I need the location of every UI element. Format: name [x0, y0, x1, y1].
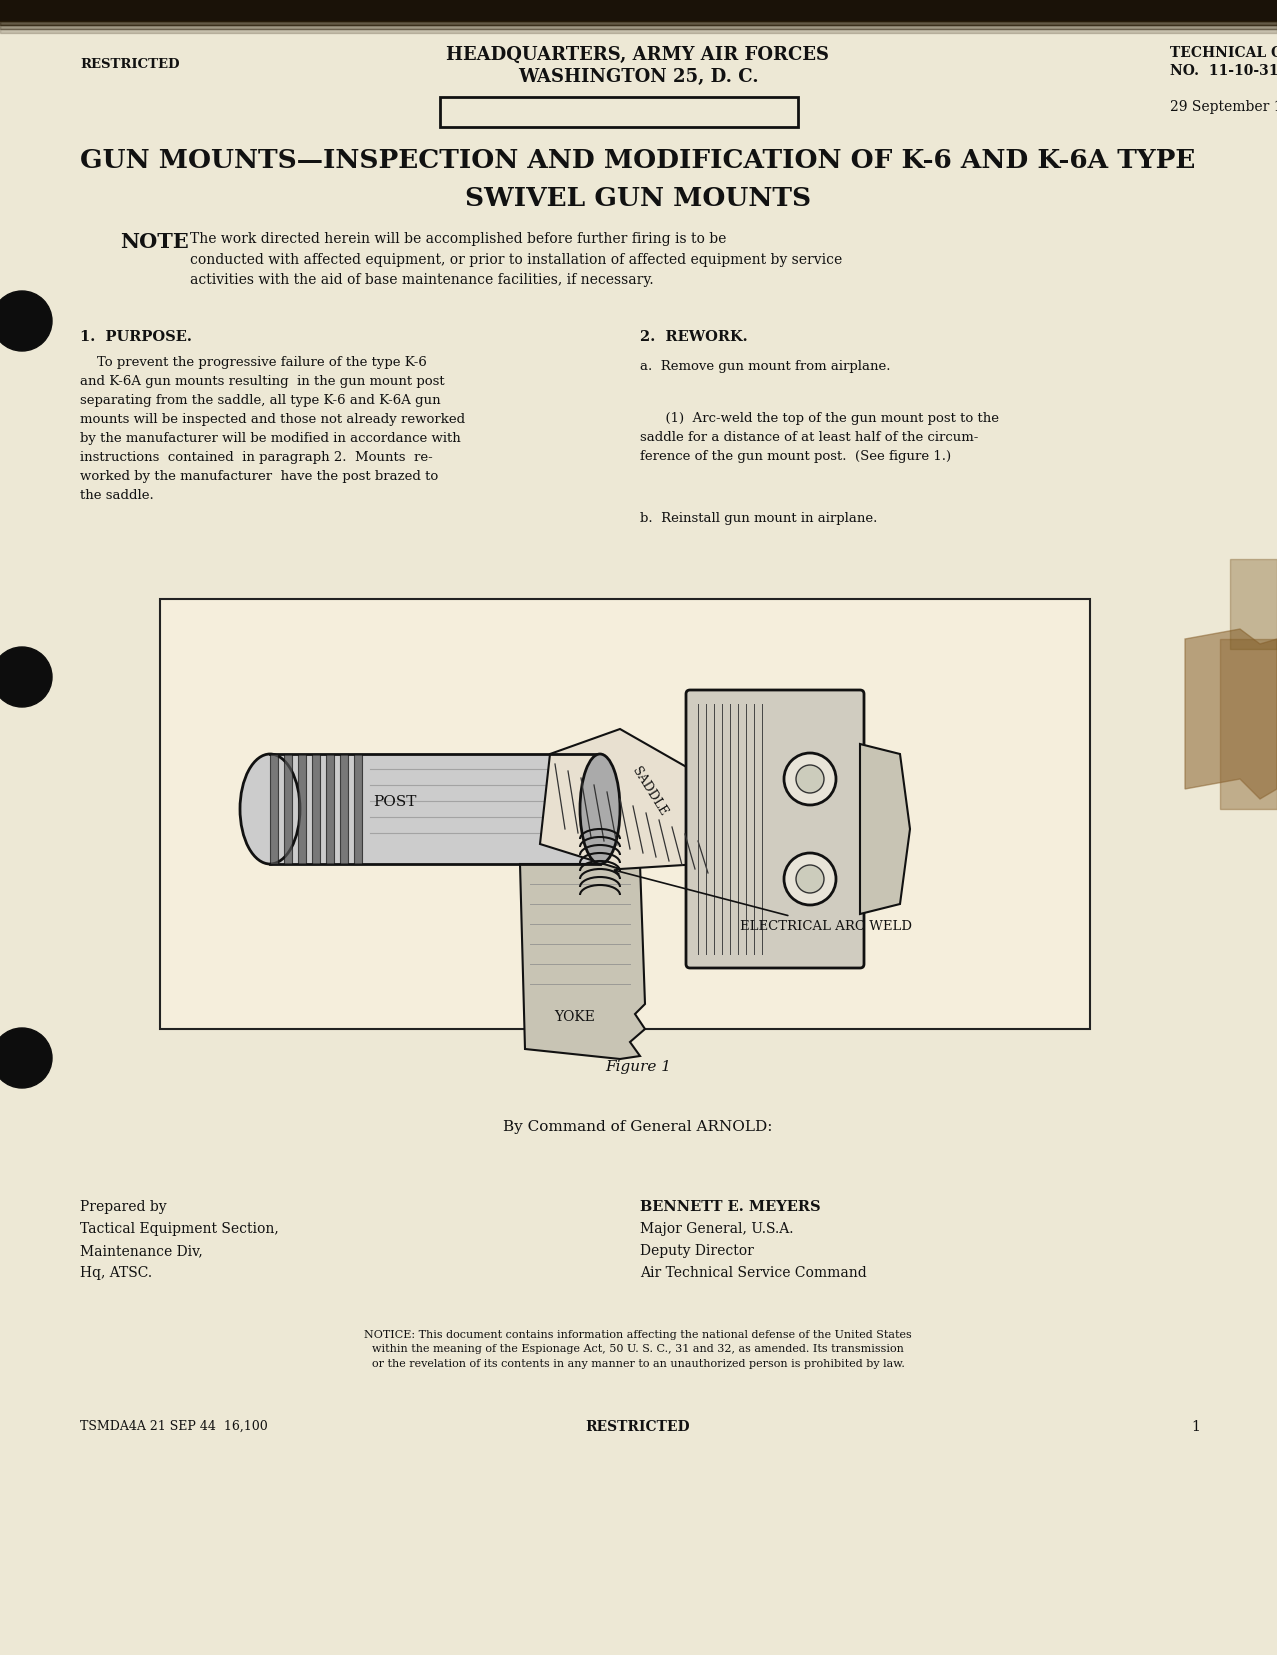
Bar — [326, 755, 335, 864]
FancyBboxPatch shape — [686, 690, 865, 968]
Text: ELECTRICAL ARC WELD: ELECTRICAL ARC WELD — [614, 869, 912, 932]
Text: 1: 1 — [1191, 1418, 1200, 1433]
Text: HEADQUARTERS, ARMY AIR FORCES: HEADQUARTERS, ARMY AIR FORCES — [447, 46, 830, 65]
Text: a.  Remove gun mount from airplane.: a. Remove gun mount from airplane. — [640, 359, 890, 372]
Text: POST: POST — [373, 794, 416, 809]
Circle shape — [796, 866, 824, 894]
Text: (1)  Arc-weld the top of the gun mount post to the
saddle for a distance of at l: (1) Arc-weld the top of the gun mount po… — [640, 412, 999, 463]
Text: YOKE: YOKE — [554, 1010, 595, 1023]
Text: 29 September 1944: 29 September 1944 — [1170, 99, 1277, 114]
Text: BENNETT E. MEYERS: BENNETT E. MEYERS — [640, 1200, 821, 1213]
Circle shape — [0, 291, 52, 353]
Text: Major General, U.S.A.: Major General, U.S.A. — [640, 1221, 793, 1235]
Text: b.  Reinstall gun mount in airplane.: b. Reinstall gun mount in airplane. — [640, 511, 877, 525]
Bar — [283, 755, 292, 864]
Ellipse shape — [240, 755, 300, 864]
Text: Figure 1: Figure 1 — [605, 1059, 670, 1074]
Text: GUN MOUNTS—INSPECTION AND MODIFICATION OF K-6 AND K-6A TYPE: GUN MOUNTS—INSPECTION AND MODIFICATION O… — [80, 147, 1195, 172]
Text: NOTICE: This document contains information affecting the national defense of the: NOTICE: This document contains informati… — [364, 1329, 912, 1369]
Bar — [298, 755, 306, 864]
Circle shape — [784, 854, 836, 905]
Text: TECHNICAL ORDER: TECHNICAL ORDER — [1170, 46, 1277, 60]
Text: Air Technical Service Command: Air Technical Service Command — [640, 1264, 867, 1279]
Circle shape — [0, 647, 52, 708]
Bar — [354, 755, 361, 864]
Text: TSMDA4A 21 SEP 44  16,100: TSMDA4A 21 SEP 44 16,100 — [80, 1418, 268, 1432]
Text: By Command of General ARNOLD:: By Command of General ARNOLD: — [503, 1119, 773, 1134]
Text: NOTE: NOTE — [120, 232, 189, 252]
Ellipse shape — [580, 755, 621, 864]
Bar — [441, 98, 798, 127]
Text: 2.  REWORK.: 2. REWORK. — [640, 329, 747, 344]
Text: AIRCRAFT  COMBAT  MATERIAL: AIRCRAFT COMBAT MATERIAL — [521, 103, 716, 116]
Text: SADDLE: SADDLE — [630, 765, 670, 818]
Circle shape — [784, 753, 836, 806]
Text: Tactical Equipment Section,: Tactical Equipment Section, — [80, 1221, 278, 1235]
Bar — [340, 755, 349, 864]
Bar — [0, 26, 1277, 30]
Text: 1.  PURPOSE.: 1. PURPOSE. — [80, 329, 192, 344]
Text: The work directed herein will be accomplished before further firing is to be
con: The work directed herein will be accompl… — [190, 232, 843, 286]
Bar — [269, 755, 278, 864]
Polygon shape — [540, 730, 720, 869]
Text: Maintenance Div,: Maintenance Div, — [80, 1243, 203, 1258]
Bar — [0, 0, 1277, 22]
Text: Prepared by: Prepared by — [80, 1200, 166, 1213]
Bar — [0, 30, 1277, 35]
Bar — [269, 755, 600, 864]
Text: WASHINGTON 25, D. C.: WASHINGTON 25, D. C. — [517, 68, 759, 86]
Text: Deputy Director: Deputy Director — [640, 1243, 753, 1258]
Text: To prevent the progressive failure of the type K-6
and K-6A gun mounts resulting: To prevent the progressive failure of th… — [80, 356, 465, 501]
Circle shape — [796, 766, 824, 793]
Bar — [160, 599, 1091, 1029]
Text: RESTRICTED: RESTRICTED — [80, 58, 180, 71]
Text: RESTRICTED: RESTRICTED — [586, 1418, 691, 1433]
Polygon shape — [859, 745, 911, 915]
Text: NO.  11-10-31: NO. 11-10-31 — [1170, 65, 1277, 78]
Circle shape — [0, 1028, 52, 1089]
Polygon shape — [520, 864, 645, 1059]
Text: Hq, ATSC.: Hq, ATSC. — [80, 1264, 152, 1279]
Bar — [0, 22, 1277, 26]
Bar — [1230, 559, 1277, 650]
Bar — [1220, 639, 1277, 809]
Bar — [312, 755, 321, 864]
Text: SWIVEL GUN MOUNTS: SWIVEL GUN MOUNTS — [465, 185, 811, 210]
Polygon shape — [1185, 629, 1277, 799]
